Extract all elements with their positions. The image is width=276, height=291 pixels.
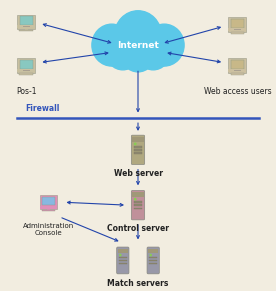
Circle shape — [115, 11, 161, 60]
FancyBboxPatch shape — [131, 190, 145, 220]
Bar — [134, 207, 142, 210]
Bar — [20, 16, 33, 25]
Bar — [17, 69, 35, 72]
Circle shape — [134, 143, 136, 145]
Bar — [149, 260, 157, 261]
Circle shape — [121, 36, 155, 72]
Text: Administration
Console: Administration Console — [23, 223, 74, 236]
FancyBboxPatch shape — [40, 195, 57, 209]
Bar — [42, 197, 54, 205]
Circle shape — [144, 24, 184, 66]
Bar — [230, 73, 244, 75]
Bar — [42, 210, 55, 211]
Circle shape — [106, 34, 140, 70]
Bar — [134, 146, 142, 148]
FancyBboxPatch shape — [131, 135, 145, 165]
Text: Match servers: Match servers — [107, 279, 169, 288]
Bar — [20, 60, 33, 69]
Bar — [19, 30, 33, 31]
Bar — [236, 72, 239, 74]
FancyBboxPatch shape — [147, 247, 159, 274]
Bar — [118, 249, 128, 253]
FancyBboxPatch shape — [117, 247, 129, 274]
Circle shape — [120, 254, 121, 256]
Bar — [25, 72, 28, 74]
FancyBboxPatch shape — [229, 17, 246, 32]
Bar — [119, 260, 127, 261]
Text: Web access users: Web access users — [203, 87, 271, 96]
Circle shape — [150, 254, 151, 256]
Circle shape — [92, 24, 132, 66]
Bar — [132, 137, 144, 142]
Bar — [119, 257, 127, 258]
Bar — [134, 149, 142, 151]
Text: Web server: Web server — [113, 169, 163, 178]
Bar — [149, 263, 157, 264]
Bar — [231, 60, 244, 69]
Bar — [134, 204, 142, 206]
Circle shape — [136, 34, 170, 70]
Text: Pos-1: Pos-1 — [16, 87, 36, 96]
Bar — [40, 206, 57, 209]
Circle shape — [134, 198, 136, 200]
Bar — [234, 70, 241, 71]
Bar — [149, 257, 157, 258]
Bar — [47, 209, 50, 211]
Bar — [17, 25, 35, 29]
Bar — [134, 201, 142, 203]
Bar — [148, 249, 158, 253]
Bar — [132, 192, 144, 197]
Bar — [134, 152, 142, 154]
Bar — [23, 70, 30, 71]
FancyBboxPatch shape — [17, 15, 35, 29]
Text: Control server: Control server — [107, 224, 169, 233]
Bar — [229, 69, 246, 72]
Bar — [236, 32, 239, 34]
Bar — [230, 33, 244, 34]
Bar — [23, 26, 30, 27]
Text: Firewall: Firewall — [25, 104, 59, 113]
Bar — [231, 19, 244, 28]
Bar — [25, 29, 28, 31]
Bar — [119, 263, 127, 264]
Bar — [19, 73, 33, 75]
FancyBboxPatch shape — [17, 58, 35, 73]
Bar — [229, 29, 246, 31]
Bar — [234, 29, 241, 30]
FancyBboxPatch shape — [229, 58, 246, 73]
Text: Internet: Internet — [117, 41, 159, 49]
